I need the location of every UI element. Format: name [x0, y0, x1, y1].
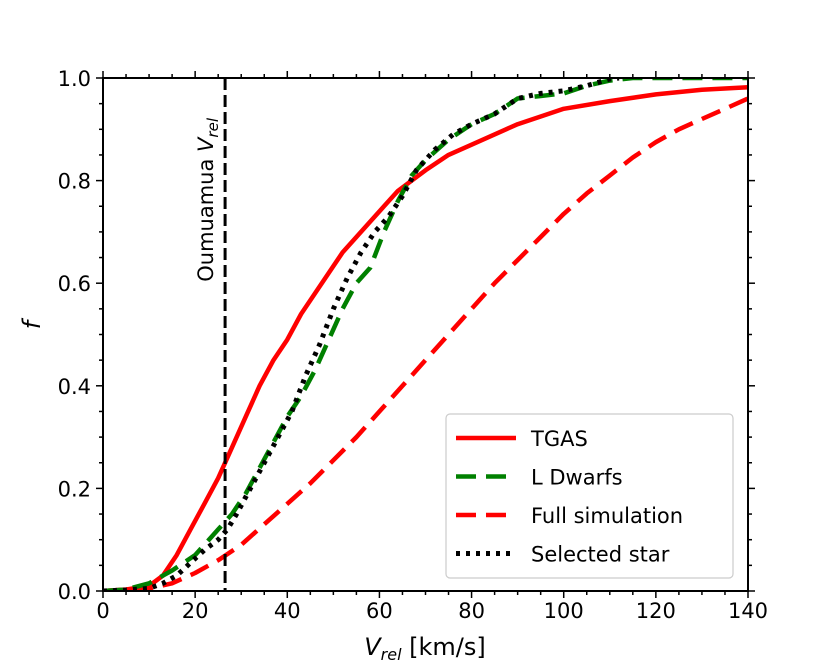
y-tick-label: 1.0: [58, 67, 91, 91]
x-axis-label-sub: rel: [381, 645, 402, 664]
x-tick-label: 20: [182, 599, 209, 623]
x-tick-label: 0: [96, 599, 109, 623]
legend-label-selected-star: Selected star: [531, 543, 670, 567]
y-tick-label: 0.4: [58, 375, 91, 399]
series-line-full-simulation: [103, 96, 748, 591]
x-axis-label-unit: [km/s]: [402, 633, 486, 661]
legend-label-full-simulation: Full simulation: [531, 504, 683, 528]
y-tick-label: 0.2: [58, 477, 91, 501]
oumuamua-annotation-sub: rel: [204, 117, 222, 137]
y-tick-label: 0.8: [58, 170, 91, 194]
series-line-tgas: [103, 84, 748, 591]
axis-ticks: [96, 71, 755, 598]
y-axis-label: f: [18, 317, 46, 329]
x-tick-label: 40: [274, 599, 301, 623]
y-tick-label: 0.6: [58, 272, 91, 296]
x-axis-label: Vrel [km/s]: [364, 633, 486, 664]
x-tick-label: 80: [458, 599, 485, 623]
legend: TGAS L Dwarfs Full simulation Selected star: [445, 413, 734, 579]
x-tick-label: 100: [544, 599, 584, 623]
x-axis-label-main: V: [364, 633, 382, 661]
oumuamua-annotation-word: Oumuamua: [194, 152, 218, 282]
plot-frame: [102, 77, 749, 592]
oumuamua-annotation-v: V: [194, 136, 218, 152]
axis-tick-labels: 0 20 40 60 80 100 120 140 0.0 0.2 0.4 0.6 0.8 1.0: [58, 67, 768, 623]
oumuamua-annotation-main: Oumuamua V: [194, 136, 218, 282]
legend-label-l-dwarfs: L Dwarfs: [531, 466, 623, 490]
series-line-selected-star: [103, 78, 620, 591]
series-line-l-dwarfs: [103, 78, 748, 591]
y-tick-label: 0.0: [58, 580, 91, 604]
legend-box: [445, 413, 734, 579]
x-tick-label: 60: [366, 599, 393, 623]
oumuamua-annotation: Oumuamua Vrel: [194, 117, 222, 282]
x-tick-label: 140: [728, 599, 768, 623]
legend-label-tgas: TGAS: [530, 427, 588, 451]
x-tick-label: 120: [636, 599, 676, 623]
